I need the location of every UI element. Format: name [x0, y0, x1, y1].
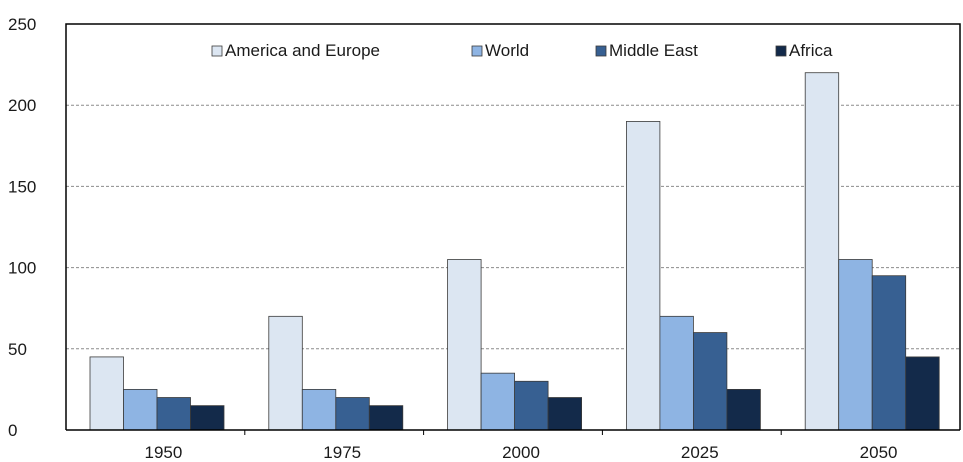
bar-america-and-europe-2025 [626, 121, 661, 431]
y-tick-label: 100 [8, 259, 36, 278]
bar-middle-east-1950 [156, 397, 191, 431]
legend-item-middle-east: Middle East [595, 41, 698, 60]
legend-swatch [471, 45, 483, 57]
y-tick-label: 0 [8, 421, 17, 440]
bar-america-and-europe-2000 [447, 259, 482, 431]
legend: America and Europe World Middle East Africa [211, 41, 833, 60]
bar-world-2025 [659, 315, 694, 431]
y-tick-label: 250 [8, 15, 36, 34]
bar-world-1975 [301, 388, 337, 431]
x-tick-label: 1950 [144, 443, 182, 462]
y-tick-label: 200 [8, 96, 36, 115]
legend-item-africa: Africa [775, 41, 833, 60]
y-tick-labels: 0 50 100 150 200 250 [8, 15, 36, 440]
bar-middle-east-2050 [871, 275, 907, 431]
bar-africa-2050 [905, 356, 940, 431]
x-tick-labels: 1950 1975 2000 2025 2050 [144, 443, 897, 462]
legend-label: Middle East [609, 41, 698, 60]
legend-label: World [485, 41, 529, 60]
x-tick-label: 2000 [502, 443, 540, 462]
legend-label: Africa [789, 41, 833, 60]
legend-swatch [595, 45, 607, 57]
bar-world-1950 [123, 388, 158, 431]
bar-africa-2025 [726, 388, 761, 431]
y-tick-label: 50 [8, 340, 27, 359]
bar-middle-east-2025 [693, 332, 728, 431]
bar-middle-east-2000 [514, 380, 549, 431]
legend-item-america-and-europe: America and Europe [211, 41, 380, 60]
bars [89, 72, 940, 431]
axes [65, 23, 961, 435]
x-tick-label: 1975 [323, 443, 361, 462]
bar-america-and-europe-2050 [804, 72, 840, 431]
legend-swatch [775, 45, 787, 57]
legend-label: America and Europe [225, 41, 380, 60]
x-tick-label: 2025 [681, 443, 719, 462]
x-tick-label: 2050 [860, 443, 898, 462]
bar-africa-2000 [547, 397, 582, 431]
bar-world-2050 [838, 259, 873, 431]
bar-africa-1975 [368, 405, 404, 431]
bar-world-2000 [480, 372, 516, 431]
y-tick-label: 150 [8, 177, 36, 196]
bar-africa-1950 [190, 405, 225, 431]
legend-swatch [211, 45, 223, 57]
bar-middle-east-1975 [335, 397, 370, 431]
plot-frame [65, 23, 961, 430]
bar-america-and-europe-1950 [89, 356, 124, 431]
legend-item-world: World [471, 41, 529, 60]
bar-america-and-europe-1975 [268, 315, 303, 431]
